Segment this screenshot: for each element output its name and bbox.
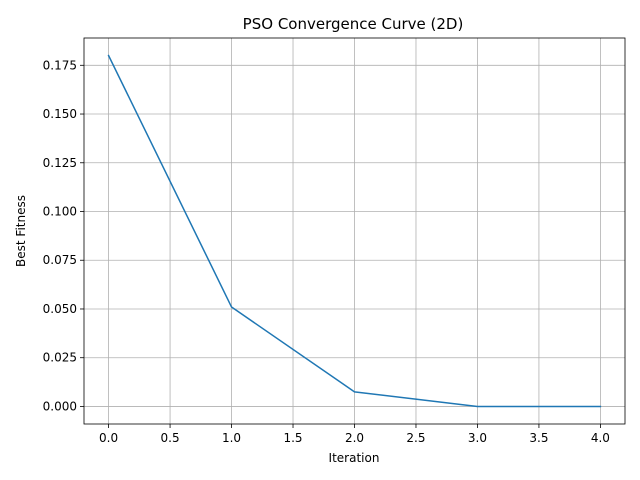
x-tick-label: 0.0	[99, 431, 118, 445]
y-tick-label: 0.100	[43, 205, 77, 219]
x-axis-label: Iteration	[329, 451, 380, 465]
x-tick-label: 2.5	[406, 431, 425, 445]
x-tick-label: 1.5	[283, 431, 302, 445]
x-tick-label: 2.0	[345, 431, 364, 445]
series-line	[107, 54, 602, 408]
y-tick-label: 0.125	[43, 156, 77, 170]
y-tick-label: 0.000	[43, 399, 77, 413]
y-tick-label: 0.175	[43, 58, 77, 72]
y-axis-label: Best Fitness	[14, 195, 28, 267]
y-tick-label: 0.075	[43, 253, 77, 267]
x-axis: 0.0 0.5 1.0 1.5 2.0 2.5 3.0 3.5 4.0	[99, 424, 610, 445]
x-tick-label: 3.5	[529, 431, 548, 445]
x-tick-label: 3.0	[468, 431, 487, 445]
x-tick-label: 1.0	[222, 431, 241, 445]
y-axis: 0.000 0.025 0.050 0.075 0.100 0.125 0.150 0.175	[43, 58, 84, 413]
plot-area	[107, 54, 602, 408]
y-tick-label: 0.150	[43, 107, 77, 121]
x-tick-label: 4.0	[591, 431, 610, 445]
grid	[84, 38, 625, 424]
x-tick-label: 0.5	[161, 431, 180, 445]
chart-title: PSO Convergence Curve (2D)	[243, 15, 464, 33]
y-tick-label: 0.025	[43, 351, 77, 365]
y-tick-label: 0.050	[43, 302, 77, 316]
